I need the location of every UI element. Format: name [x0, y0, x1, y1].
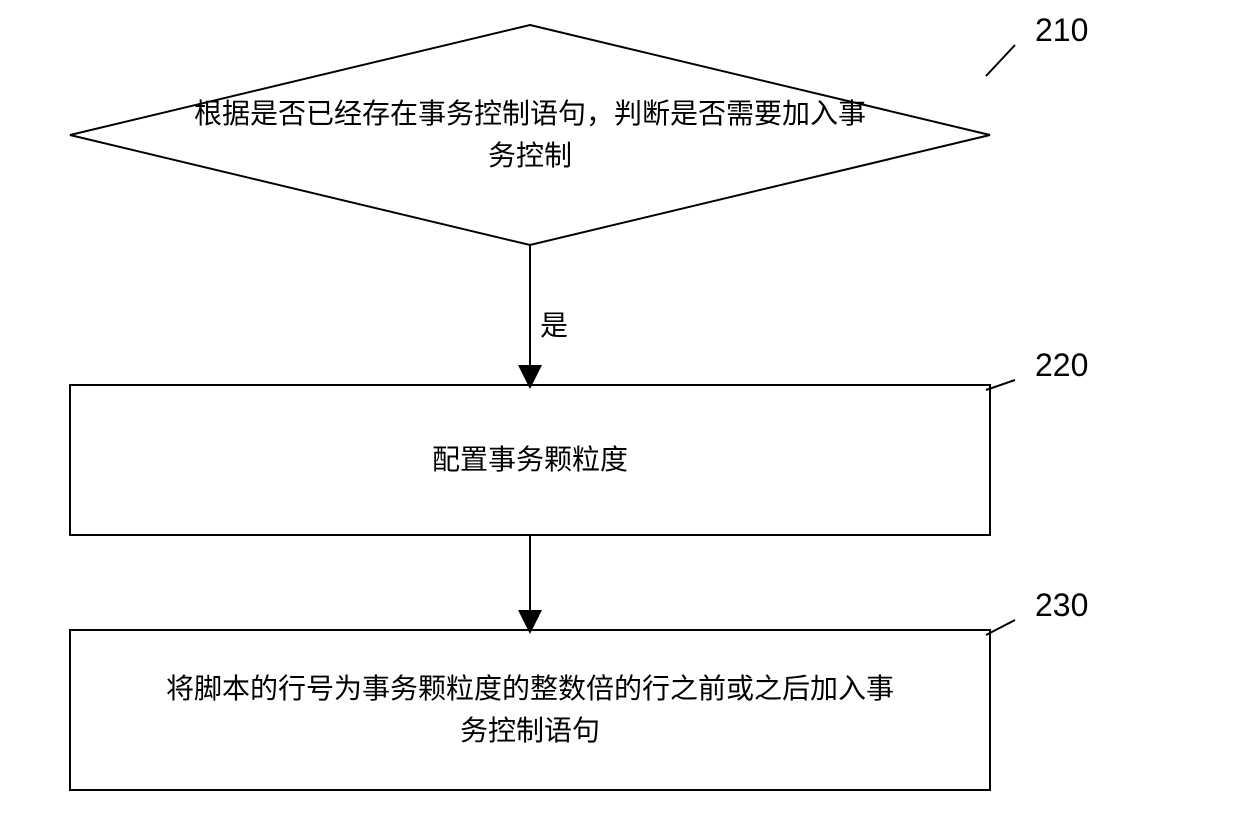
node-text: 根据是否已经存在事务控制语句，判断是否需要加入事 务控制 — [110, 93, 950, 177]
flowchart-container: 根据是否已经存在事务控制语句，判断是否需要加入事 务控制 210 配置事务颗粒度 22… — [0, 0, 1239, 826]
reference-number: 220 — [1035, 347, 1088, 384]
edge-label: 是 — [540, 304, 568, 344]
node-text: 将脚本的行号为事务颗粒度的整数倍的行之前或之后加入事 务控制语句 — [110, 668, 950, 752]
reference-number: 230 — [1035, 587, 1088, 624]
leader-line — [986, 45, 1015, 76]
reference-number: 210 — [1035, 12, 1088, 49]
node-text: 配置事务颗粒度 — [110, 439, 950, 481]
leader-line — [986, 620, 1015, 635]
